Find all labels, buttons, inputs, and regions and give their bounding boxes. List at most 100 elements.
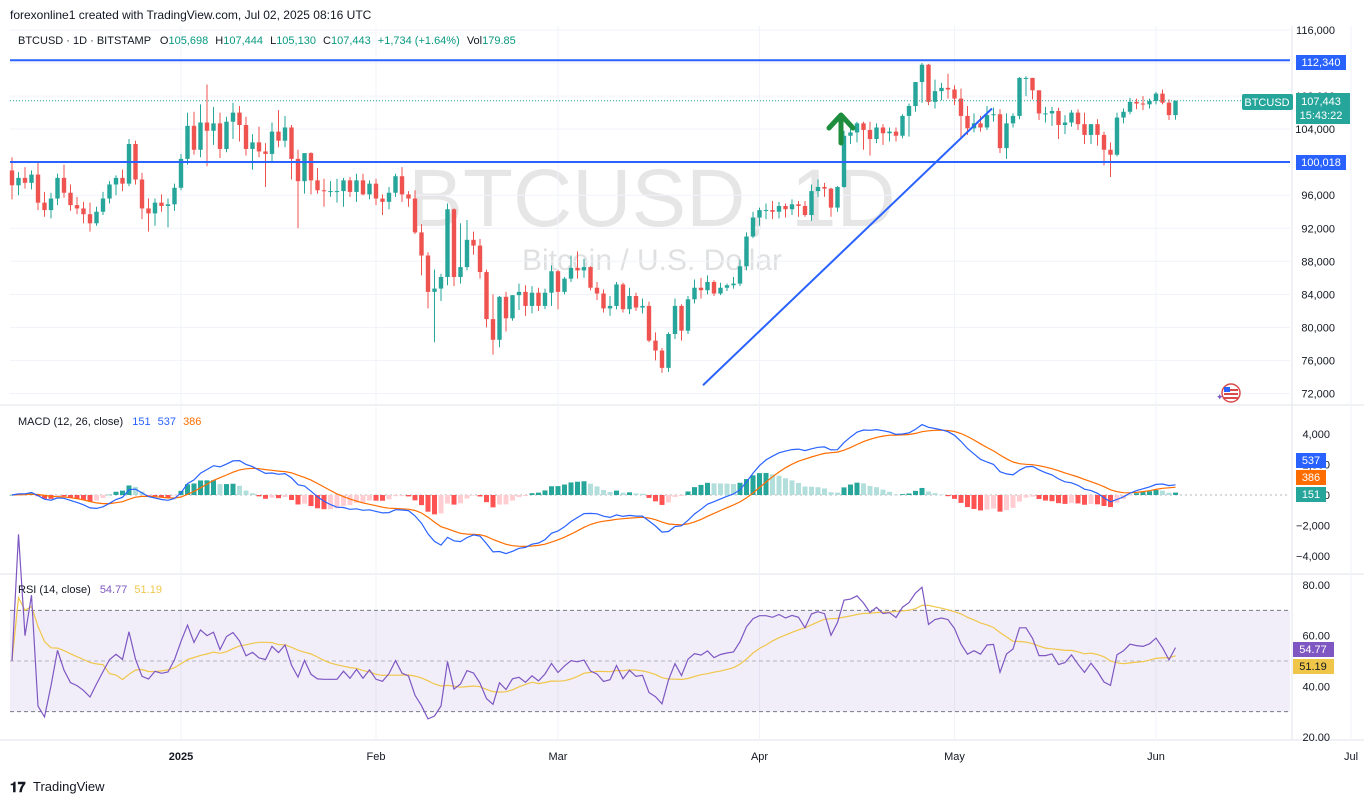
macd-histogram-bar bbox=[692, 487, 697, 495]
candle bbox=[22, 177, 28, 183]
candle bbox=[360, 180, 366, 195]
candle bbox=[419, 232, 424, 256]
candle bbox=[932, 91, 938, 102]
candle bbox=[555, 271, 561, 292]
candle bbox=[35, 174, 41, 203]
candle bbox=[659, 350, 665, 368]
macd-histogram-bar bbox=[1049, 495, 1055, 502]
macd-histogram-bar bbox=[100, 495, 106, 499]
macd-histogram-bar bbox=[542, 490, 548, 495]
candle bbox=[549, 271, 554, 293]
macd-histogram-bar bbox=[68, 495, 73, 498]
macd-histogram-bar bbox=[445, 495, 450, 504]
candle bbox=[380, 198, 385, 202]
change-value: +1,734 (+1.64%) bbox=[377, 35, 460, 47]
macd-histogram-bar bbox=[900, 494, 905, 495]
macd-histogram-bar bbox=[1088, 495, 1094, 504]
candle bbox=[204, 122, 210, 131]
macd-histogram-bar bbox=[965, 495, 970, 508]
macd-histogram-bar bbox=[1095, 495, 1100, 505]
resistance-tag-text: 112,340 bbox=[1302, 57, 1341, 69]
candle bbox=[536, 292, 541, 306]
macd-histogram-bar bbox=[536, 492, 541, 495]
candle bbox=[737, 266, 743, 284]
watermark-main: BTCUSD, 1D bbox=[408, 153, 896, 244]
macd-histogram-bar bbox=[640, 493, 645, 495]
macd-tick-label: 0 bbox=[1324, 490, 1330, 502]
macd-histogram-bar bbox=[406, 495, 411, 497]
macd-histogram-bar bbox=[1108, 495, 1113, 508]
macd-histogram-bar bbox=[789, 480, 795, 495]
symbol-tag[interactable]: BTCUSD bbox=[1242, 94, 1293, 110]
candle bbox=[477, 245, 483, 273]
candle bbox=[243, 125, 249, 149]
macd-histogram-bar bbox=[997, 495, 1003, 512]
up-arrow-icon bbox=[826, 112, 856, 146]
candle bbox=[438, 277, 444, 289]
rsi-tag: 54.77 bbox=[1293, 642, 1334, 657]
candle bbox=[575, 267, 580, 271]
candle bbox=[165, 204, 171, 206]
candle bbox=[334, 191, 340, 193]
macd-histogram-bar bbox=[666, 495, 671, 503]
us-flag-event-icon[interactable]: ✦ bbox=[1216, 383, 1241, 403]
macd-histogram-bar bbox=[432, 495, 437, 515]
macd-histogram-bar bbox=[1173, 492, 1178, 495]
macd-histogram-bar bbox=[854, 482, 860, 495]
macd-histogram-bar bbox=[347, 495, 353, 506]
candle bbox=[913, 82, 918, 106]
countdown-text: 15:43:22 bbox=[1300, 110, 1343, 122]
macd-histogram-bar bbox=[360, 495, 366, 503]
macd-histogram-bar bbox=[250, 493, 255, 495]
low-value: 105,130 bbox=[276, 35, 316, 47]
macd-histogram-bar bbox=[152, 495, 158, 497]
macd-histogram-bar bbox=[867, 485, 873, 495]
macd-histogram-bar bbox=[1023, 495, 1029, 498]
candle bbox=[718, 287, 723, 294]
high-value: 107,444 bbox=[223, 35, 263, 47]
macd-histogram-bar bbox=[438, 495, 444, 514]
candle bbox=[191, 125, 197, 150]
candle bbox=[373, 183, 379, 199]
ohlc-legend: BTCUSD · 1D · BITSTAMP O105,698 H107,444… bbox=[18, 35, 516, 47]
macd-histogram-bar bbox=[1036, 495, 1042, 500]
macd-tag-blue: 537 bbox=[1296, 453, 1326, 468]
candle bbox=[627, 296, 632, 310]
candle bbox=[1082, 124, 1087, 135]
candle bbox=[523, 291, 528, 306]
macd-histogram-bar bbox=[276, 495, 281, 499]
symbol-label[interactable]: BTCUSD · 1D · BITSTAMP bbox=[18, 35, 151, 47]
macd-histogram-bar bbox=[419, 495, 424, 506]
candle bbox=[367, 183, 372, 195]
macd-histogram-bar bbox=[835, 492, 840, 495]
support-tag-text: 100,018 bbox=[1301, 157, 1341, 169]
candle bbox=[880, 127, 886, 134]
macd-histogram-bar bbox=[211, 480, 216, 495]
macd-label: MACD (12, 26, close) 151 537 386 bbox=[18, 416, 201, 428]
candle bbox=[490, 319, 496, 340]
tradingview-logo[interactable]: 𝟏𝟕 TradingView bbox=[10, 779, 105, 796]
candle bbox=[107, 184, 112, 199]
candle bbox=[1153, 93, 1159, 102]
candle bbox=[100, 198, 106, 212]
candle bbox=[74, 205, 80, 209]
candle bbox=[1121, 111, 1126, 118]
candle bbox=[952, 89, 957, 99]
macd-histogram-bar bbox=[861, 483, 866, 495]
candle bbox=[1101, 134, 1107, 150]
macd-histogram-bar bbox=[373, 495, 379, 501]
macd-histogram-bar bbox=[133, 486, 138, 495]
svg-text:54.77: 54.77 bbox=[1299, 644, 1327, 656]
macd-tick-label: −4,000 bbox=[1296, 551, 1330, 563]
macd-histogram-bar bbox=[9, 495, 15, 496]
macd-histogram-bar bbox=[464, 495, 470, 499]
candle bbox=[802, 205, 808, 216]
last-price-tag: 107,443 15:43:22 bbox=[1296, 93, 1350, 124]
rsi-line bbox=[11, 534, 1177, 720]
candle bbox=[29, 174, 34, 183]
macd-histogram-bar bbox=[393, 495, 398, 497]
rsi-tick-label: 40.00 bbox=[1302, 681, 1330, 693]
macd-tag-orange: 386 bbox=[1296, 470, 1326, 485]
price-tick-label: 88,000 bbox=[1301, 256, 1335, 268]
